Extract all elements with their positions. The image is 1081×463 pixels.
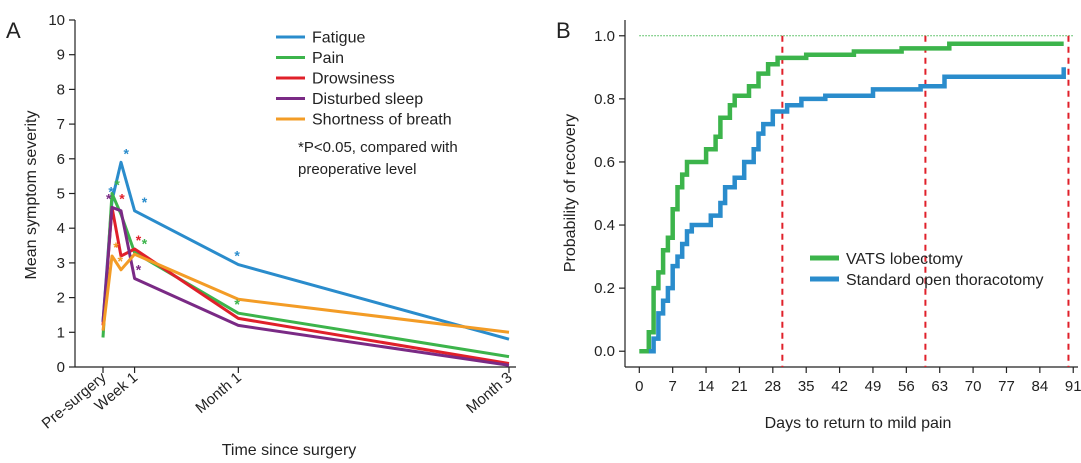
series-line-disturbed-sleep (101, 205, 510, 367)
panel-b-axes: 0.0 0.2 0.4 0.6 0.8 1.0 0 7 14 21 28 35 42 49 56 63 70 77… (594, 20, 1081, 395)
legend-label-fatigue: Fatigue (312, 30, 365, 47)
significance-star-fatigue: * (234, 248, 240, 264)
panel-a-y-tick-label: 3 (57, 255, 65, 272)
panel-b-x-tick-label: 42 (831, 378, 848, 395)
panel-b-x-tick-label: 70 (965, 378, 982, 395)
panel-a-legend: Fatigue Pain Drowsiness Disturbed sleep Shor… (276, 30, 452, 129)
panel-b-x-tick-label: 14 (698, 378, 715, 395)
significance-star-shortness-of-breath: * (113, 239, 119, 255)
significance-star-disturbed-sleep: * (106, 190, 112, 206)
panel-b-y-tick-label: 0.2 (594, 280, 615, 297)
significance-star-shortness-of-breath: * (117, 253, 123, 269)
panel-b-x-tick-label: 56 (898, 378, 915, 395)
legend-label-standard-open-thoracotomy: Standard open thoracotomy (846, 272, 1043, 289)
panel-a-label: A (6, 18, 21, 43)
panel-a-y-tick-label: 0 (57, 359, 65, 376)
panel-b-x-tick-label: 63 (931, 378, 948, 395)
panel-b-series-group (639, 41, 1066, 354)
panel-b-y-tick-label: 0.0 (594, 343, 615, 360)
panel-a-y-tick-label: 7 (57, 116, 65, 133)
panel-b-x-tick-label: 49 (865, 378, 882, 395)
significance-star-pain: * (234, 296, 240, 312)
panel-b-x-tick-label: 35 (798, 378, 815, 395)
panel-a-y-tick-label: 9 (57, 47, 65, 64)
annotation-line-1: *P<0.05, compared with (298, 139, 458, 156)
panel-a-x-tick-label: Month 1 (192, 369, 244, 417)
panel-b-y-tick-label: 1.0 (594, 28, 615, 45)
legend-label-disturbed-sleep: Disturbed sleep (312, 91, 423, 108)
series-line-fatigue (101, 160, 510, 341)
significance-star-fatigue: * (123, 145, 129, 161)
significance-star-drowsiness: * (115, 239, 121, 255)
panel-a-y-tick-label: 5 (57, 186, 65, 203)
panel-b-x-tick-label: 84 (1032, 378, 1049, 395)
panel-a-y-tick-label: 2 (57, 290, 65, 307)
panel-b-reference-lines (639, 35, 1074, 367)
legend-label-shortness-of-breath: Shortness of breath (312, 112, 452, 129)
panel-b-y-tick-label: 0.4 (594, 217, 615, 234)
panel-a-significance-marks: ********* ***** (106, 145, 240, 312)
panel-b-x-tick-label: 28 (764, 378, 781, 395)
significance-star-fatigue: * (142, 194, 148, 210)
panel-b-x-tick-label: 21 (731, 378, 748, 395)
series-step-vats-lobectomy (639, 41, 1064, 354)
annotation-line-2: preoperative level (298, 161, 416, 178)
series-line-pain (101, 192, 510, 359)
panel-b-legend: VATS lobectomy Standard open thoracotomy (810, 251, 1043, 289)
series-step-standard-open-thoracotomy (648, 67, 1066, 354)
legend-label-vats-lobectomy: VATS lobectomy (846, 251, 963, 268)
panel-a-y-tick-label: 10 (48, 12, 65, 29)
panel-b-y-tick-label: 0.6 (594, 154, 615, 171)
significance-star-fatigue: * (108, 183, 114, 199)
series-line-shortness-of-breath (101, 252, 510, 334)
panel-b: B Probability of recovery Days to return… (556, 18, 1081, 432)
panel-b-x-tick-label: 91 (1065, 378, 1081, 395)
legend-label-pain: Pain (312, 50, 344, 67)
panel-b-x-axis-label: Days to return to mild pain (765, 415, 952, 432)
panel-a-y-axis-label: Mean symptom severity (23, 111, 40, 280)
panel-b-y-axis-label: Probability of recovery (562, 114, 579, 272)
panel-b-x-tick-label: 0 (635, 378, 643, 395)
legend-label-drowsiness: Drowsiness (312, 71, 395, 88)
significance-star-pain: * (114, 177, 120, 193)
panel-b-y-tick-label: 0.8 (594, 91, 615, 108)
panel-a-y-tick-label: 4 (57, 220, 65, 237)
panel-a-x-tick-label: Month 3 (463, 369, 515, 417)
panel-b-x-tick-label: 7 (669, 378, 677, 395)
significance-star-drowsiness: * (136, 232, 142, 248)
panel-a-y-tick-label: 8 (57, 81, 65, 98)
series-line-drowsiness (101, 205, 510, 365)
significance-star-disturbed-sleep: * (136, 262, 142, 278)
panel-b-x-tick-label: 77 (998, 378, 1015, 395)
panel-a-y-tick-label: 1 (57, 324, 65, 341)
significance-star-pain: * (142, 235, 148, 251)
panel-a-x-axis-label: Time since surgery (222, 442, 357, 459)
panel-a: A Mean symptom severity Time since surge… (6, 12, 516, 459)
panel-a-y-tick-label: 6 (57, 151, 65, 168)
panel-a-series-group (101, 160, 510, 367)
panel-b-label: B (556, 18, 571, 43)
significance-star-drowsiness: * (119, 190, 125, 206)
